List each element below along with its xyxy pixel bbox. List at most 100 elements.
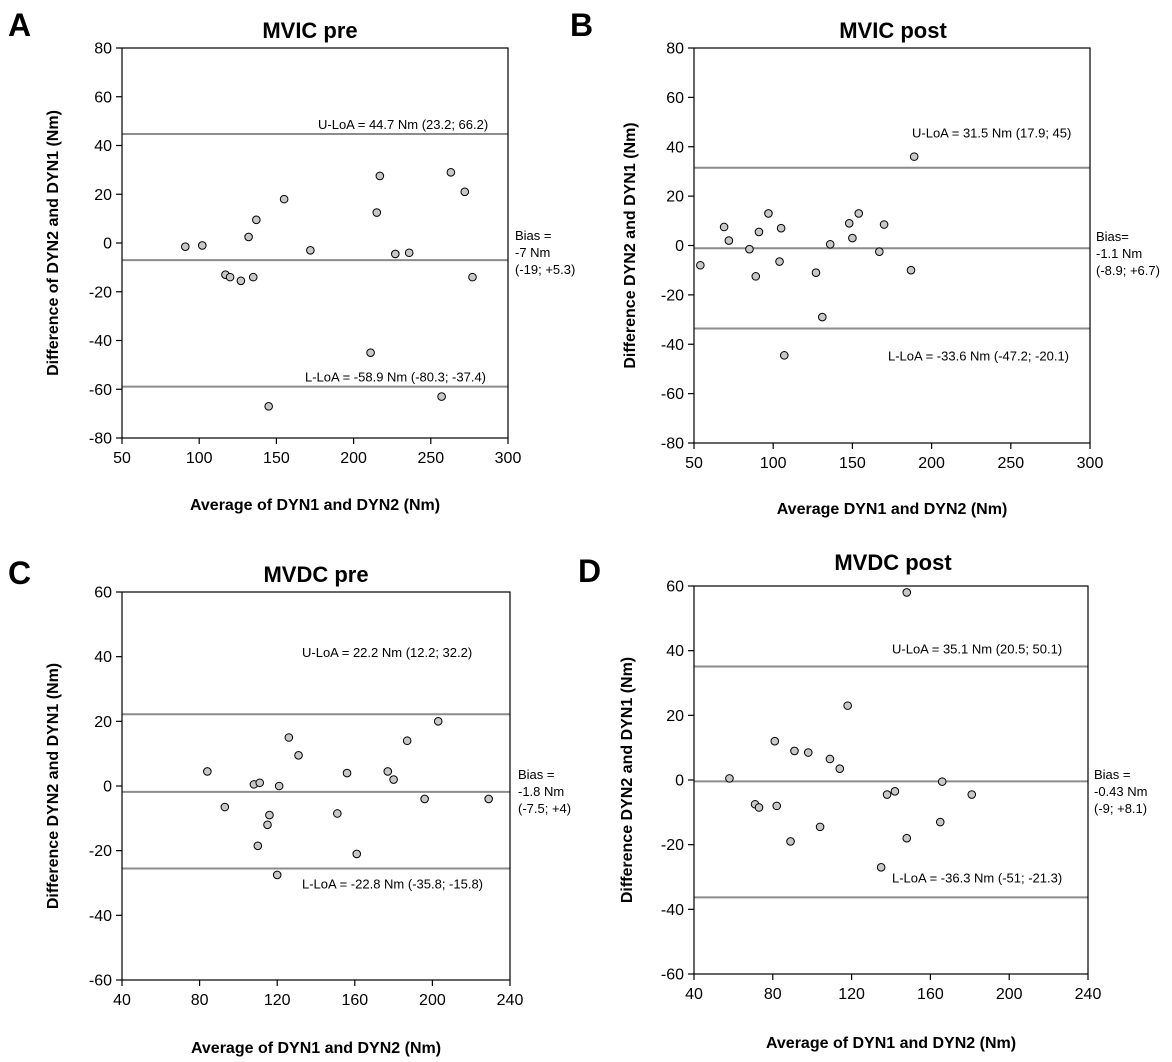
upper-loa-label: U-LoA = 22.2 Nm (12.2; 32.2) — [302, 645, 472, 660]
data-point — [390, 249, 400, 259]
y-tick-label: 0 — [103, 236, 112, 253]
y-tick-label: 40 — [666, 139, 684, 156]
data-point — [294, 750, 303, 760]
chart-title: MVIC post — [839, 18, 947, 43]
data-point — [745, 244, 754, 254]
x-tick-label: 80 — [191, 992, 209, 1009]
data-point — [460, 187, 470, 197]
y-tick-label: 0 — [675, 773, 684, 790]
data-point — [876, 863, 886, 872]
data-point — [890, 787, 900, 796]
data-point — [225, 272, 235, 282]
y-tick-label: -60 — [661, 386, 684, 403]
x-tick-label: 240 — [1075, 986, 1102, 1003]
data-point — [279, 194, 289, 204]
y-axis-label: Difference DYN2 and DYN1 (Nm) — [45, 663, 62, 909]
data-point — [203, 767, 212, 776]
data-point — [882, 790, 892, 799]
x-tick-label: 300 — [495, 450, 522, 467]
x-tick-label: 200 — [918, 455, 945, 472]
data-point — [815, 822, 825, 832]
x-tick-label: 40 — [685, 986, 703, 1003]
x-tick-label: 100 — [186, 450, 213, 467]
y-tick-label: 40 — [94, 649, 112, 666]
x-tick-label: 50 — [113, 450, 131, 467]
data-point — [779, 351, 789, 360]
data-point — [468, 272, 477, 282]
panel-letter: B — [570, 7, 593, 43]
x-tick-label: 200 — [419, 992, 446, 1009]
y-tick-label: -40 — [661, 337, 684, 354]
y-axis-label: Difference DYN2 and DYN1 (Nm) — [619, 657, 636, 903]
x-tick-label: 100 — [760, 455, 787, 472]
data-point — [844, 218, 854, 228]
data-point — [433, 717, 443, 726]
data-point — [967, 790, 977, 799]
x-axis-label: Average of DYN1 and DYN2 (Nm) — [191, 1040, 441, 1057]
data-point — [253, 841, 263, 851]
x-tick-label: 120 — [838, 986, 865, 1003]
data-point — [274, 781, 284, 791]
data-point — [719, 222, 729, 232]
y-tick-label: -20 — [89, 284, 112, 301]
y-tick-label: -60 — [89, 973, 112, 990]
data-point — [770, 736, 780, 746]
data-point — [754, 227, 764, 237]
panel-letter: D — [578, 553, 601, 589]
data-point — [775, 257, 784, 266]
y-tick-label: -60 — [89, 382, 112, 399]
bias-label: Bias = -1.8 Nm (-7.5; +4) — [518, 767, 571, 816]
data-point — [825, 754, 835, 764]
data-point — [854, 209, 864, 218]
x-tick-label: 150 — [839, 455, 866, 472]
data-point — [306, 246, 315, 255]
data-point — [389, 775, 398, 784]
panel-letter: A — [8, 7, 31, 43]
y-tick-label: 20 — [94, 187, 112, 204]
data-point — [825, 239, 835, 249]
data-point — [848, 233, 857, 243]
x-tick-label: 160 — [341, 992, 368, 1009]
data-point — [754, 803, 764, 812]
bias-label: Bias = -0.43 Nm (-9; +8.1) — [1094, 767, 1147, 816]
data-point — [843, 701, 852, 710]
data-point — [776, 223, 786, 233]
data-point — [446, 168, 456, 177]
data-point — [255, 778, 265, 788]
data-point — [333, 809, 342, 818]
x-tick-label: 200 — [340, 450, 367, 467]
x-tick-label: 250 — [417, 450, 444, 467]
lower-loa-label: L-LoA = -36.3 Nm (-51; -21.3) — [892, 870, 1062, 885]
y-tick-label: 80 — [94, 41, 112, 58]
data-point — [263, 820, 272, 830]
data-point — [937, 777, 947, 786]
x-tick-label: 250 — [997, 455, 1024, 472]
data-point — [902, 833, 912, 843]
chart-panel-b: B MVIC post -80 -60 -40 -20 0 20 40 60 80 50 100 150 2… — [570, 7, 1160, 518]
x-axis-label: Average of DYN1 and DYN2 (Nm) — [766, 1035, 1016, 1052]
data-point — [265, 810, 274, 820]
y-tick-label: 20 — [666, 708, 684, 725]
y-tick-label: 20 — [94, 714, 112, 731]
data-point — [875, 247, 884, 256]
y-tick-label: -20 — [661, 837, 684, 854]
lower-loa-label: L-LoA = -33.6 Nm (-47.2; -20.1) — [888, 348, 1069, 363]
data-point — [803, 748, 813, 757]
data-point — [366, 348, 375, 357]
data-point — [372, 208, 382, 217]
data-point — [790, 746, 799, 756]
data-point — [818, 312, 827, 322]
data-point — [236, 276, 246, 286]
bias-label: Bias= -1.1 Nm (-8.9; +6.7) — [1096, 229, 1160, 278]
x-tick-label: 40 — [113, 992, 131, 1009]
data-point — [437, 392, 446, 401]
data-point — [252, 215, 261, 225]
data-point — [352, 849, 362, 859]
data-point — [402, 736, 412, 746]
y-tick-label: -40 — [89, 333, 112, 350]
data-point — [835, 764, 845, 773]
y-tick-label: -80 — [661, 436, 684, 453]
y-tick-label: -40 — [661, 902, 684, 919]
lower-loa-label: L-LoA = -58.9 Nm (-80.3; -37.4) — [305, 370, 486, 385]
